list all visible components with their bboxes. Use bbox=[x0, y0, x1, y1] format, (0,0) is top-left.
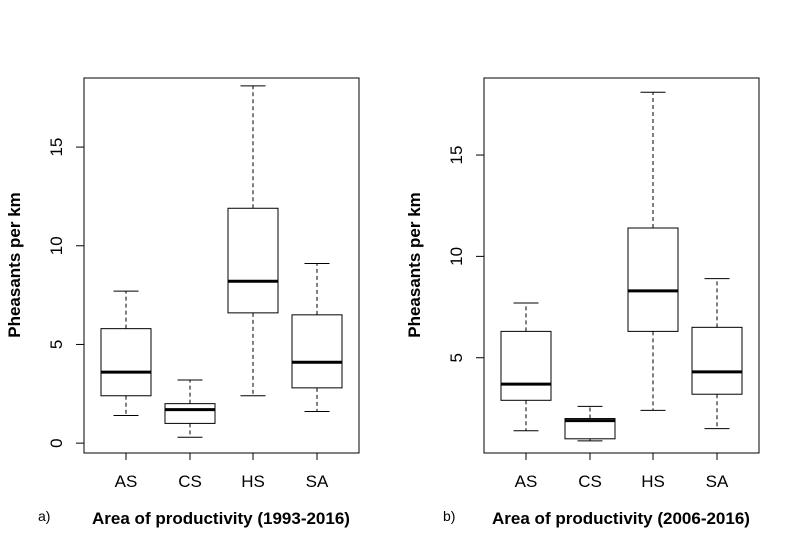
iqr-box bbox=[564, 418, 616, 440]
box-cs bbox=[164, 379, 216, 438]
iqr-box bbox=[100, 328, 152, 397]
plot-frame bbox=[83, 77, 360, 454]
box-as bbox=[500, 302, 552, 432]
panel-a: a) Area of productivity (1993-2016) Phea… bbox=[5, 77, 360, 528]
iqr-box bbox=[500, 330, 552, 401]
x-tick-label-as: AS bbox=[515, 472, 538, 491]
y-tick-label: 10 bbox=[447, 247, 466, 266]
x-tick-label-as: AS bbox=[115, 472, 138, 491]
iqr-box bbox=[164, 403, 216, 424]
box-sa bbox=[291, 263, 343, 413]
y-tick-label: 0 bbox=[47, 438, 66, 447]
panel-b: b) Area of productivity (2006-2016) Phea… bbox=[405, 77, 760, 528]
y-tick-label: 15 bbox=[47, 138, 66, 157]
y-tick-label: 5 bbox=[447, 353, 466, 362]
iqr-box bbox=[627, 227, 679, 332]
x-tick-label-hs: HS bbox=[241, 472, 265, 491]
panel-b-xlabel: Area of productivity (2006-2016) bbox=[492, 509, 750, 528]
iqr-box bbox=[291, 314, 343, 389]
x-tick-label-sa: SA bbox=[306, 472, 329, 491]
x-tick-label-cs: CS bbox=[578, 472, 602, 491]
y-tick-label: 10 bbox=[47, 236, 66, 255]
y-tick-label: 5 bbox=[47, 340, 66, 349]
iqr-box bbox=[227, 207, 279, 314]
box-sa bbox=[691, 278, 743, 430]
panel-a-xlabel: Area of productivity (1993-2016) bbox=[92, 509, 350, 528]
x-tick-label-hs: HS bbox=[641, 472, 665, 491]
panel-b-tag: b) bbox=[443, 508, 455, 524]
panel-a-ylabel: Pheasants per km bbox=[5, 192, 24, 338]
panel-a-tag: a) bbox=[38, 508, 50, 524]
iqr-box bbox=[691, 326, 743, 395]
box-hs bbox=[627, 91, 679, 411]
x-tick-label-cs: CS bbox=[178, 472, 202, 491]
panel-b-ylabel: Pheasants per km bbox=[405, 192, 424, 338]
x-tick-label-sa: SA bbox=[706, 472, 729, 491]
plot-frame bbox=[483, 77, 760, 454]
box-hs bbox=[227, 85, 279, 397]
box-as bbox=[100, 290, 152, 416]
y-tick-label: 15 bbox=[447, 146, 466, 165]
box-cs bbox=[564, 405, 616, 442]
